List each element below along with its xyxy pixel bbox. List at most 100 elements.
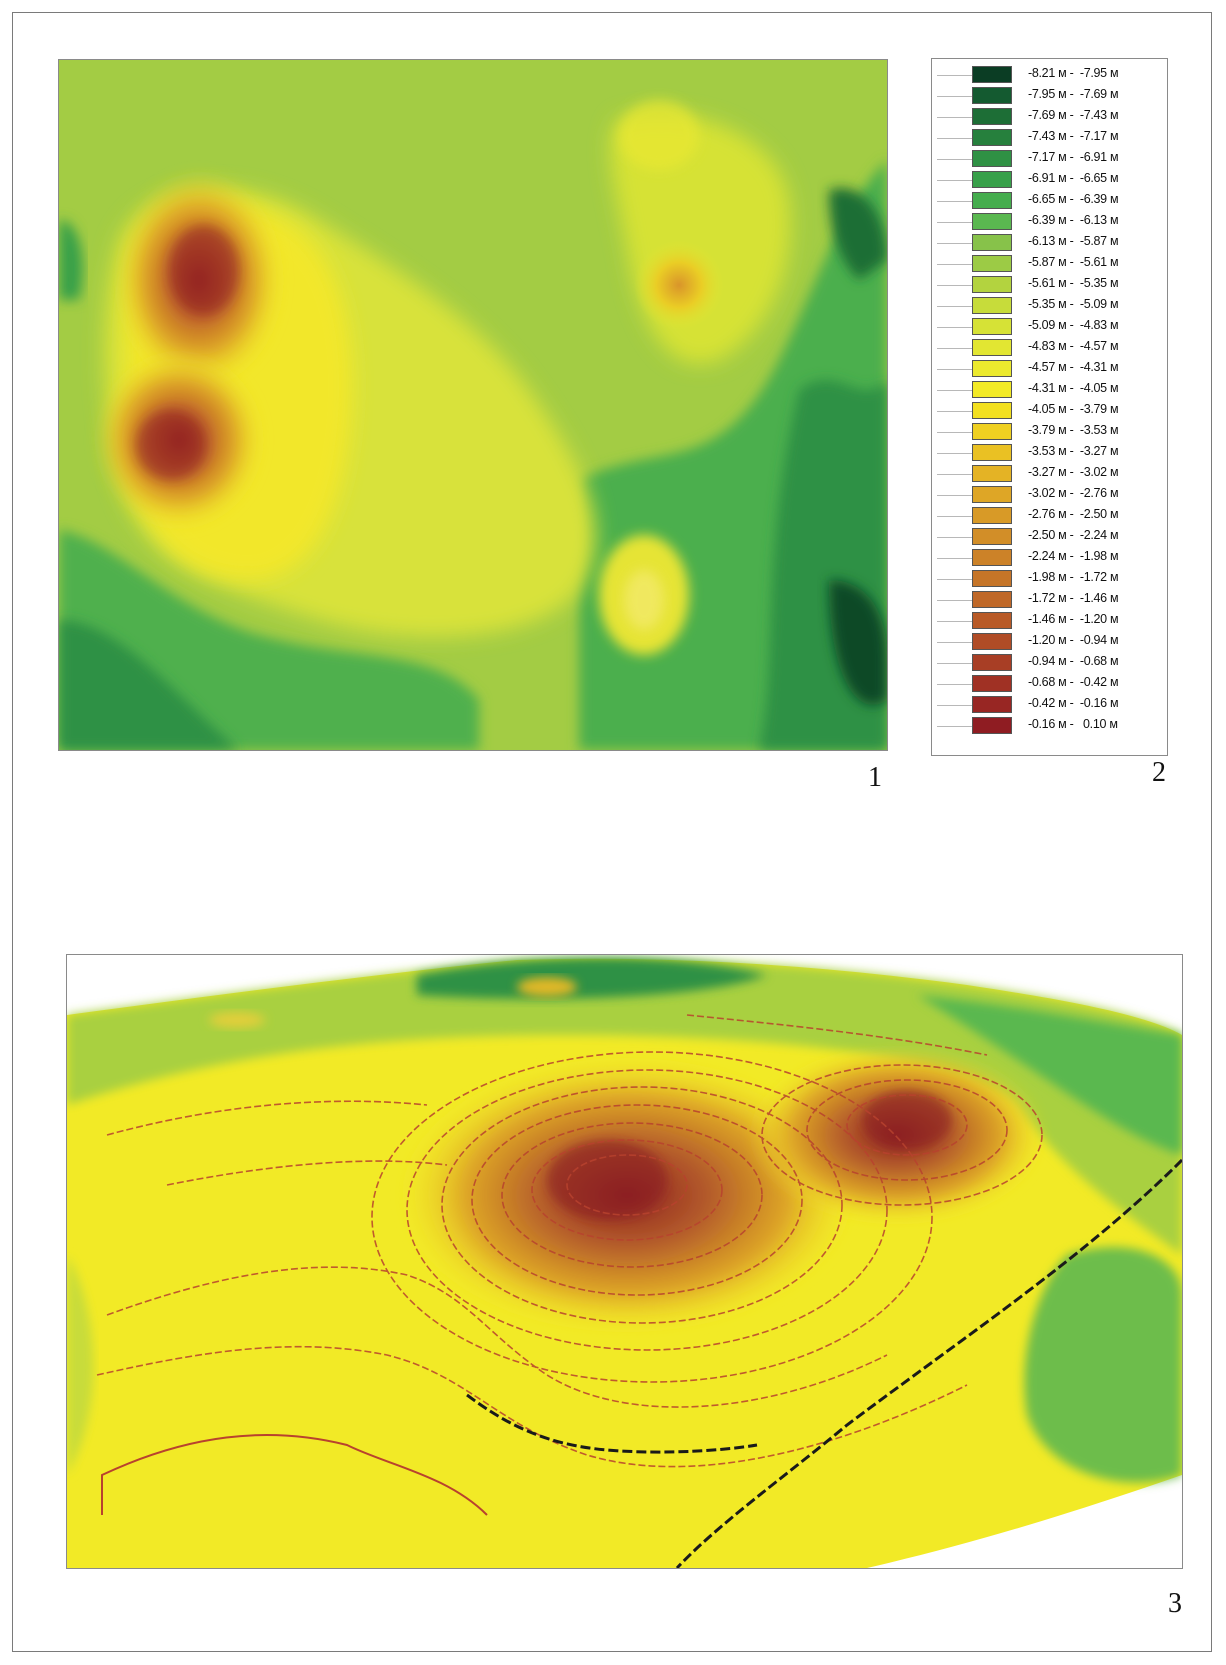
- legend-swatch: [972, 150, 1012, 167]
- legend-label: -5.61 м - -5.35 м: [1028, 276, 1119, 290]
- legend-swatch: [972, 633, 1012, 650]
- legend-item: -2.24 м - -1.98 м: [937, 548, 1162, 568]
- legend-label: -3.79 м - -3.53 м: [1028, 423, 1119, 437]
- legend-item: -5.87 м - -5.61 м: [937, 254, 1162, 274]
- legend-item: -3.02 м - -2.76 м: [937, 485, 1162, 505]
- legend-tick: [937, 117, 972, 118]
- elevation-legend: -8.21 м - -7.95 м -7.95 м - -7.69 м -7.69 …: [931, 58, 1168, 756]
- legend-label: -6.65 м - -6.39 м: [1028, 192, 1119, 206]
- legend-tick: [937, 474, 972, 475]
- legend-tick: [937, 453, 972, 454]
- legend-item: -4.05 м - -3.79 м: [937, 401, 1162, 421]
- legend-item: -6.39 м - -6.13 м: [937, 212, 1162, 232]
- legend-swatch: [972, 675, 1012, 692]
- page-frame: [12, 12, 1212, 1652]
- legend-swatch: [972, 465, 1012, 482]
- legend-swatch: [972, 402, 1012, 419]
- legend-tick: [937, 537, 972, 538]
- legend-label: -0.94 м - -0.68 м: [1028, 654, 1119, 668]
- legend-item: -0.68 м - -0.42 м: [937, 674, 1162, 694]
- legend-tick: [937, 390, 972, 391]
- legend-item: -2.76 м - -2.50 м: [937, 506, 1162, 526]
- legend-swatch: [972, 192, 1012, 209]
- legend-label: -6.13 м - -5.87 м: [1028, 234, 1119, 248]
- legend-item: -1.72 м - -1.46 м: [937, 590, 1162, 610]
- legend-label: -1.98 м - -1.72 м: [1028, 570, 1119, 584]
- legend-label: -5.09 м - -4.83 м: [1028, 318, 1119, 332]
- legend-item: -1.98 м - -1.72 м: [937, 569, 1162, 589]
- legend-swatch: [972, 360, 1012, 377]
- legend-label: -4.05 м - -3.79 м: [1028, 402, 1119, 416]
- legend-tick: [937, 222, 972, 223]
- legend-tick: [937, 432, 972, 433]
- legend-tick: [937, 411, 972, 412]
- legend-item: -7.69 м - -7.43 м: [937, 107, 1162, 127]
- elevation-map-graphic: [59, 60, 887, 750]
- legend-label: -8.21 м - -7.95 м: [1028, 66, 1119, 80]
- legend-item: -0.16 м - 0.10 м: [937, 716, 1162, 736]
- legend-tick: [937, 600, 972, 601]
- legend-label: -0.42 м - -0.16 м: [1028, 696, 1119, 710]
- legend-tick: [937, 96, 972, 97]
- legend-swatch: [972, 486, 1012, 503]
- legend-item: -7.17 м - -6.91 м: [937, 149, 1162, 169]
- legend-item: -1.46 м - -1.20 м: [937, 611, 1162, 631]
- legend-swatch: [972, 213, 1012, 230]
- legend-swatch: [972, 255, 1012, 272]
- legend-tick: [937, 159, 972, 160]
- legend-tick: [937, 75, 972, 76]
- legend-label: -1.46 м - -1.20 м: [1028, 612, 1119, 626]
- legend-tick: [937, 285, 972, 286]
- legend-label: -1.20 м - -0.94 м: [1028, 633, 1119, 647]
- legend-label: -7.95 м - -7.69 м: [1028, 87, 1119, 101]
- relief-3d-view: [66, 954, 1183, 1569]
- legend-item: -6.65 м - -6.39 м: [937, 191, 1162, 211]
- legend-tick: [937, 369, 972, 370]
- legend-swatch: [972, 276, 1012, 293]
- legend-swatch: [972, 66, 1012, 83]
- legend-label: -0.68 м - -0.42 м: [1028, 675, 1119, 689]
- legend-label: -3.27 м - -3.02 м: [1028, 465, 1119, 479]
- legend-tick: [937, 579, 972, 580]
- legend-tick: [937, 243, 972, 244]
- legend-item: -0.42 м - -0.16 м: [937, 695, 1162, 715]
- figure-number-1: 1: [868, 762, 882, 793]
- legend-swatch: [972, 696, 1012, 713]
- legend-item: -5.61 м - -5.35 м: [937, 275, 1162, 295]
- legend-label: -2.50 м - -2.24 м: [1028, 528, 1119, 542]
- legend-tick: [937, 558, 972, 559]
- survey-lines: [466, 1158, 1182, 1568]
- legend-label: -3.02 м - -2.76 м: [1028, 486, 1119, 500]
- legend-item: -7.43 м - -7.17 м: [937, 128, 1162, 148]
- legend-swatch: [972, 381, 1012, 398]
- legend-item: -3.79 м - -3.53 м: [937, 422, 1162, 442]
- legend-tick: [937, 495, 972, 496]
- legend-swatch: [972, 591, 1012, 608]
- legend-swatch: [972, 318, 1012, 335]
- legend-tick: [937, 705, 972, 706]
- legend-swatch: [972, 339, 1012, 356]
- legend-swatch: [972, 444, 1012, 461]
- legend-label: -5.35 м - -5.09 м: [1028, 297, 1119, 311]
- legend-tick: [937, 138, 972, 139]
- legend-swatch: [972, 423, 1012, 440]
- legend-item: -1.20 м - -0.94 м: [937, 632, 1162, 652]
- legend-label: -4.83 м - -4.57 м: [1028, 339, 1119, 353]
- legend-label: -7.69 м - -7.43 м: [1028, 108, 1119, 122]
- legend-swatch: [972, 234, 1012, 251]
- legend-tick: [937, 684, 972, 685]
- legend-swatch: [972, 612, 1012, 629]
- legend-tick: [937, 201, 972, 202]
- legend-label: -2.76 м - -2.50 м: [1028, 507, 1119, 521]
- legend-swatch: [972, 297, 1012, 314]
- legend-item: -3.27 м - -3.02 м: [937, 464, 1162, 484]
- figure-number-3: 3: [1168, 1588, 1182, 1619]
- legend-item: -3.53 м - -3.27 м: [937, 443, 1162, 463]
- legend-swatch: [972, 108, 1012, 125]
- legend-swatch: [972, 654, 1012, 671]
- legend-item: -4.31 м - -4.05 м: [937, 380, 1162, 400]
- legend-item: -2.50 м - -2.24 м: [937, 527, 1162, 547]
- legend-label: -7.17 м - -6.91 м: [1028, 150, 1119, 164]
- legend-tick: [937, 621, 972, 622]
- legend-swatch: [972, 129, 1012, 146]
